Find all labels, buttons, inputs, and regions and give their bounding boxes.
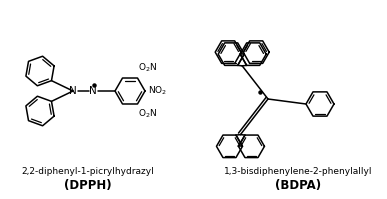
Text: (DPPH): (DPPH) <box>64 179 112 191</box>
Text: N: N <box>69 86 77 96</box>
Text: N: N <box>89 86 97 96</box>
Text: (BDPA): (BDPA) <box>275 179 321 191</box>
Text: $\mathregular{O_2N}$: $\mathregular{O_2N}$ <box>139 108 158 120</box>
Text: $\mathregular{NO_2}$: $\mathregular{NO_2}$ <box>148 85 167 97</box>
Text: 1,3-bisdiphenylene-2-phenylallyl: 1,3-bisdiphenylene-2-phenylallyl <box>224 168 372 177</box>
Text: 2,2-diphenyl-1-picrylhydrazyl: 2,2-diphenyl-1-picrylhydrazyl <box>22 168 154 177</box>
Text: $\mathregular{O_2N}$: $\mathregular{O_2N}$ <box>139 61 158 74</box>
